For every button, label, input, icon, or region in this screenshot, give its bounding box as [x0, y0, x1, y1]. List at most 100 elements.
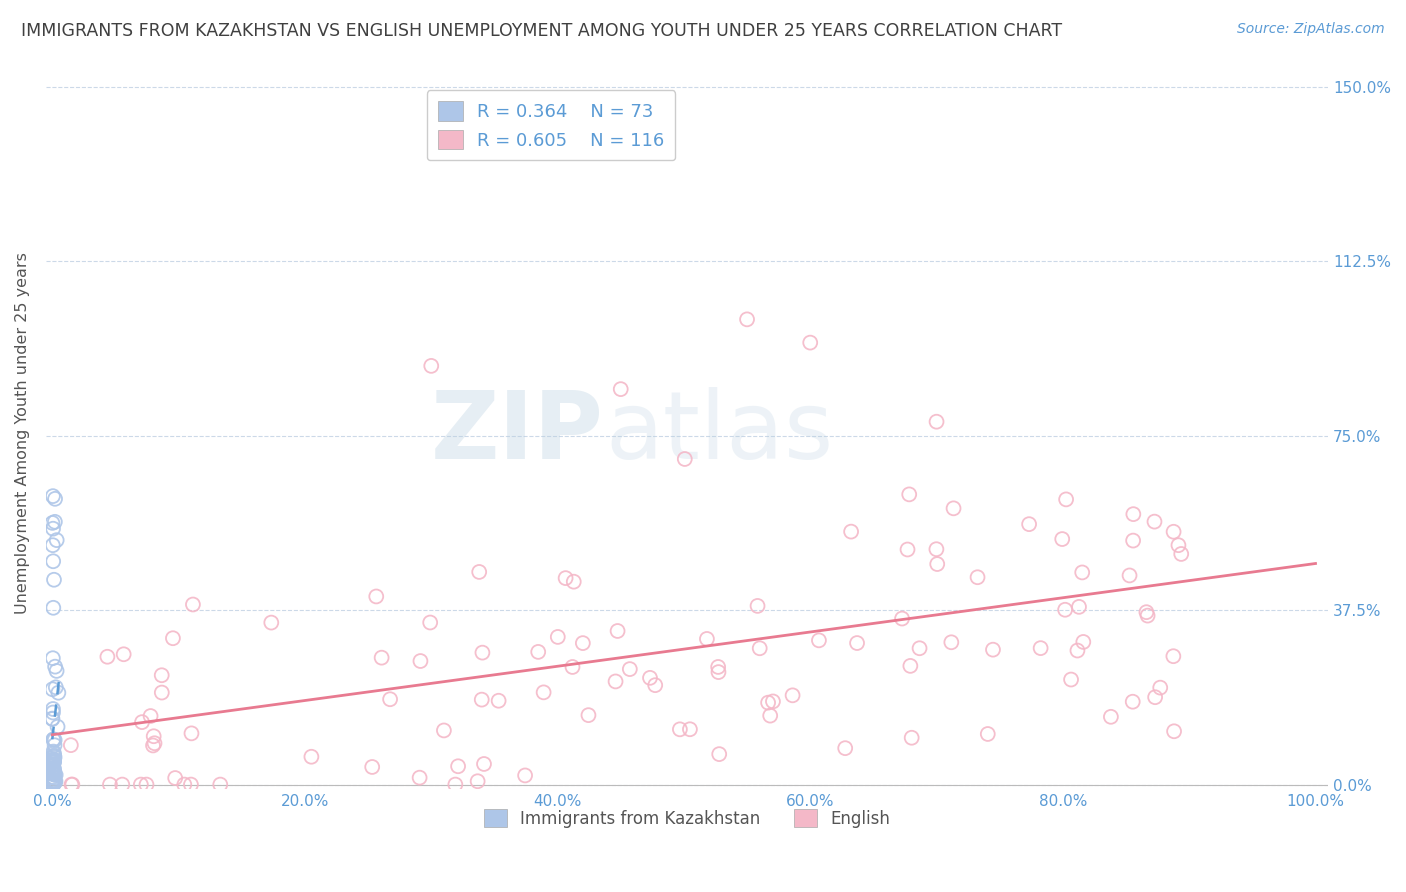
Point: [578, 708, 600, 723]
Point: [42, 554, 65, 568]
Point: [606, 624, 628, 638]
Point: [42, 776, 65, 790]
Point: [42, 758, 65, 772]
Point: [408, 771, 430, 785]
Point: [42, 522, 65, 536]
Point: [42, 702, 65, 716]
Point: [1136, 608, 1159, 623]
Point: [135, 778, 157, 792]
Point: [42, 763, 65, 777]
Text: ZIP: ZIP: [430, 387, 603, 479]
Point: [42, 761, 65, 775]
Point: [707, 665, 730, 679]
Point: [927, 557, 949, 571]
Point: [42, 764, 65, 779]
Point: [41, 777, 63, 791]
Point: [747, 599, 769, 613]
Point: [42, 600, 65, 615]
Point: [673, 452, 696, 467]
Point: [150, 668, 173, 682]
Point: [42, 761, 65, 775]
Point: [45, 533, 67, 548]
Point: [45, 681, 67, 695]
Point: [891, 611, 914, 625]
Point: [42, 774, 65, 789]
Point: [759, 708, 782, 723]
Point: [471, 692, 494, 706]
Point: [42, 732, 65, 747]
Point: [129, 778, 152, 792]
Point: [409, 654, 432, 668]
Point: [42, 766, 65, 780]
Point: [48, 686, 70, 700]
Point: [42, 757, 65, 772]
Point: [1050, 532, 1073, 546]
Point: [142, 729, 165, 743]
Point: [42, 748, 65, 763]
Point: [696, 632, 718, 646]
Point: [42, 762, 65, 776]
Point: [925, 415, 948, 429]
Point: [679, 723, 702, 737]
Point: [41, 756, 63, 770]
Point: [96, 649, 118, 664]
Point: [42, 754, 65, 768]
Point: [1099, 710, 1122, 724]
Point: [966, 570, 988, 584]
Point: [42, 754, 65, 768]
Point: [1018, 517, 1040, 532]
Point: [1122, 533, 1144, 548]
Point: [42, 773, 65, 788]
Point: [209, 778, 232, 792]
Point: [44, 515, 66, 529]
Point: [131, 715, 153, 730]
Point: [1122, 695, 1144, 709]
Point: [41, 776, 63, 790]
Point: [896, 542, 918, 557]
Point: [41, 712, 63, 726]
Point: [756, 696, 779, 710]
Point: [707, 660, 730, 674]
Point: [1066, 643, 1088, 657]
Point: [42, 489, 65, 503]
Y-axis label: Unemployment Among Youth under 25 years: Unemployment Among Youth under 25 years: [15, 252, 30, 615]
Point: [361, 760, 384, 774]
Point: [150, 685, 173, 699]
Point: [41, 682, 63, 697]
Point: [762, 694, 785, 708]
Point: [143, 736, 166, 750]
Point: [42, 767, 65, 781]
Point: [42, 538, 65, 552]
Point: [609, 382, 631, 396]
Point: [839, 524, 862, 539]
Point: [488, 694, 510, 708]
Point: [180, 726, 202, 740]
Point: [562, 574, 585, 589]
Point: [98, 778, 121, 792]
Point: [925, 542, 948, 557]
Point: [42, 775, 65, 789]
Point: [472, 756, 495, 771]
Point: [42, 771, 65, 785]
Point: [139, 709, 162, 723]
Point: [44, 775, 66, 789]
Point: [42, 706, 65, 720]
Point: [807, 633, 830, 648]
Point: [45, 768, 67, 782]
Point: [669, 723, 692, 737]
Point: [41, 764, 63, 779]
Point: [561, 660, 583, 674]
Point: [554, 571, 576, 585]
Point: [1163, 524, 1185, 539]
Point: [619, 662, 641, 676]
Point: [977, 727, 1000, 741]
Point: [1135, 605, 1157, 619]
Point: [638, 671, 661, 685]
Point: [42, 766, 65, 780]
Point: [44, 659, 66, 673]
Point: [1067, 599, 1090, 614]
Point: [1029, 641, 1052, 656]
Point: [41, 516, 63, 530]
Point: [1163, 649, 1185, 664]
Point: [419, 615, 441, 630]
